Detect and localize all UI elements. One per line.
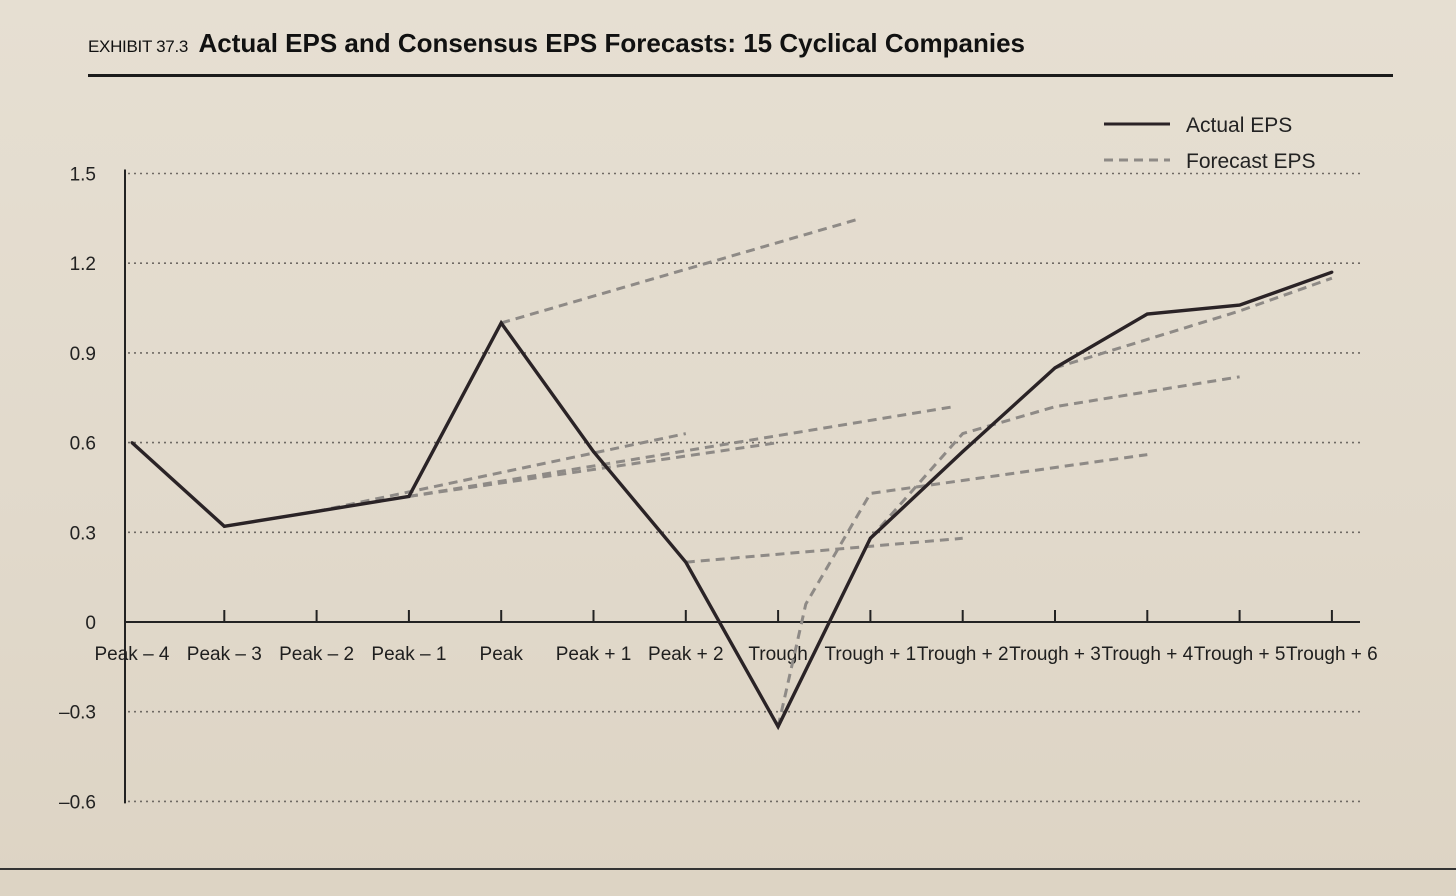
actual-eps-point bbox=[407, 494, 411, 498]
actual-eps-point bbox=[1145, 312, 1149, 316]
actual-eps-point bbox=[222, 524, 226, 528]
legend-label: Forecast EPS bbox=[1186, 150, 1316, 173]
forecast-eps-line bbox=[1054, 276, 1333, 370]
y-tick-label: 1.5 bbox=[70, 165, 96, 186]
x-tick-label: Peak + 2 bbox=[648, 644, 724, 665]
title-rule bbox=[88, 74, 1393, 77]
y-tick-labels: –0.6 –0.3 0 0.3 0.6 0.9 1.2 1.5 bbox=[59, 165, 96, 814]
x-tick-label: Trough + 6 bbox=[1286, 644, 1378, 665]
exhibit-number: EXHIBIT 37.3 bbox=[88, 37, 189, 56]
y-tick-label: 1.2 bbox=[70, 254, 96, 275]
axes bbox=[124, 169, 1360, 804]
actual-eps-point bbox=[1238, 303, 1242, 307]
y-tick-label: 0.3 bbox=[70, 523, 96, 544]
actual-eps-point bbox=[499, 321, 503, 325]
forecast-eps-line bbox=[500, 216, 862, 325]
x-tick-label: Peak – 1 bbox=[371, 644, 446, 665]
forecast-eps-line bbox=[685, 536, 963, 564]
x-tick-label: Peak – 4 bbox=[95, 644, 170, 665]
actual-eps-line bbox=[130, 270, 1333, 731]
actual-eps-point bbox=[868, 536, 872, 540]
x-tick-label: Trough + 3 bbox=[1009, 644, 1101, 665]
y-tick-label: 0 bbox=[85, 613, 96, 634]
actual-eps-point bbox=[776, 725, 780, 729]
actual-series bbox=[130, 270, 1334, 731]
x-tick-label: Peak – 2 bbox=[279, 644, 354, 665]
forecast-eps-line bbox=[776, 453, 1148, 727]
x-tick-label: Trough bbox=[748, 644, 808, 665]
forecast-eps-line bbox=[869, 375, 1240, 540]
x-tick-label: Trough + 1 bbox=[825, 644, 917, 665]
chart-title: Actual EPS and Consensus EPS Forecasts: … bbox=[198, 28, 1025, 58]
actual-eps-point bbox=[961, 450, 965, 454]
actual-eps-point bbox=[315, 509, 319, 513]
x-tick-label: Peak + 1 bbox=[556, 644, 632, 665]
legend-label: Actual EPS bbox=[1186, 114, 1292, 137]
actual-eps-point bbox=[1330, 270, 1334, 274]
legend: Actual EPS Forecast EPS bbox=[1104, 114, 1316, 173]
footer-rule bbox=[0, 868, 1456, 870]
actual-eps-point bbox=[684, 560, 688, 564]
y-tick-label: –0.3 bbox=[59, 703, 96, 724]
actual-eps-point bbox=[592, 450, 595, 454]
x-tick-label: Peak – 3 bbox=[187, 644, 262, 665]
y-tick-label: 0.6 bbox=[70, 434, 96, 455]
x-tick-label: Trough + 4 bbox=[1101, 644, 1193, 665]
actual-eps-point bbox=[1053, 366, 1057, 370]
gridlines bbox=[128, 172, 1360, 803]
forecast-eps-line bbox=[316, 432, 687, 513]
x-tick-label: Trough + 2 bbox=[917, 644, 1009, 665]
forecast-eps-line bbox=[408, 405, 954, 498]
forecast-series bbox=[316, 216, 1333, 727]
actual-eps-point bbox=[130, 441, 134, 445]
chart-title-block: EXHIBIT 37.3 Actual EPS and Consensus EP… bbox=[88, 28, 1388, 59]
y-tick-label: –0.6 bbox=[59, 792, 96, 813]
y-tick-label: 0.9 bbox=[70, 344, 96, 365]
x-tick-label: Trough + 5 bbox=[1194, 644, 1286, 665]
x-tick-label: Peak bbox=[480, 644, 524, 665]
